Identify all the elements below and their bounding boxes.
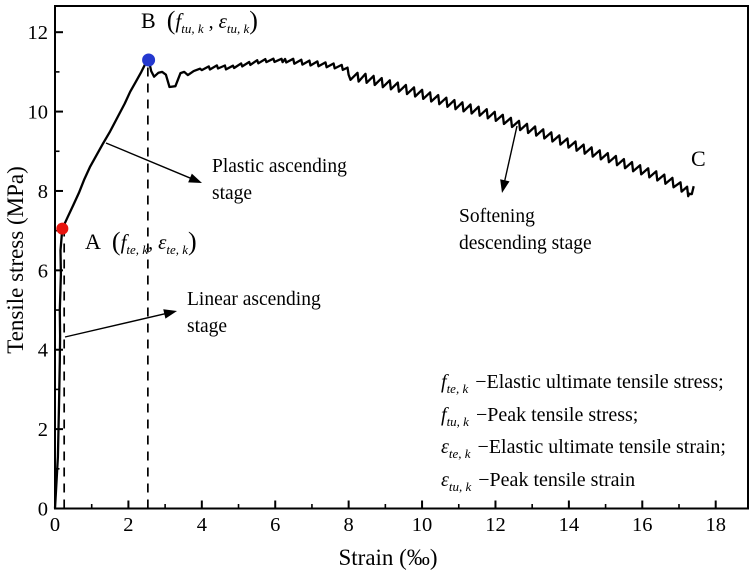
linear-arrow-line: [64, 311, 172, 338]
stress-strain-curve: [53, 57, 695, 509]
paren-close: ): [249, 6, 258, 35]
x-tick-label: 6: [270, 514, 280, 536]
annotation-linear-line1: Linear ascending: [187, 289, 321, 310]
y-tick-label: 0: [38, 499, 48, 521]
legend-ftu-desc: −Peak tensile stress;: [475, 403, 639, 426]
legend-epste-subscript: te, k: [448, 446, 471, 461]
legend-item-epstu: εtu, k −Peak tensile strain: [441, 469, 726, 502]
point-b-label: B (ftu, k , εtu, k): [141, 5, 258, 37]
separator: ,: [203, 11, 219, 33]
y-tick-label: 10: [28, 102, 49, 124]
plastic-arrowhead-icon: [188, 173, 202, 183]
epstu-symbol: ε: [218, 9, 227, 33]
legend-item-fte: fte, k −Elastic ultimate tensile stress;: [441, 371, 726, 404]
x-tick-label: 16: [632, 514, 653, 536]
x-tick-label: 14: [559, 514, 580, 536]
plot-frame: [54, 5, 749, 510]
fte-symbol: f: [120, 230, 127, 254]
separator: ,: [148, 232, 159, 254]
x-tick-label: 10: [412, 514, 433, 536]
epste-symbol: ε: [158, 230, 167, 254]
point-a-letter: A: [85, 229, 101, 254]
x-tick-label: 18: [705, 514, 726, 536]
annotation-plastic-stage: Plastic ascending stage: [212, 153, 347, 207]
legend-epstu-symbol: ε: [441, 468, 449, 491]
y-tick-label: 2: [38, 419, 48, 441]
y-axis-title: Tensile stress (MPa): [3, 166, 28, 354]
legend-fte-subscript: te, k: [446, 381, 469, 396]
linear-arrowhead-icon: [163, 309, 177, 319]
y-tick-label: 4: [38, 340, 48, 362]
softening-arrow-line: [502, 125, 518, 188]
ftu-symbol: f: [175, 9, 182, 33]
paren-open: (: [166, 6, 176, 35]
legend-fte-desc: −Elastic ultimate tensile stress;: [475, 371, 724, 393]
y-tick-label: 12: [28, 22, 49, 44]
annotation-plastic-line1: Plastic ascending: [212, 156, 347, 177]
annotation-softening-line1: Softening: [459, 206, 535, 227]
legend-ftu-symbol: f: [441, 403, 447, 426]
fte-subscript: te, k: [126, 242, 149, 257]
y-tick-label: 8: [38, 181, 48, 203]
symbol-legend: fte, k −Elastic ultimate tensile stress; …: [441, 371, 726, 501]
point-b-letter: B: [141, 8, 156, 33]
x-tick-label: 4: [197, 514, 207, 536]
legend-item-ftu: ftu, k −Peak tensile stress;: [441, 404, 726, 437]
point-a-label: A (fte, k, εte, k): [85, 226, 197, 258]
ftu-subscript: tu, k: [181, 21, 204, 36]
legend-fte-symbol: f: [441, 371, 447, 393]
paren-close: ): [188, 227, 197, 256]
epste-subscript: te, k: [166, 242, 188, 257]
legend-epstu-desc: −Peak tensile strain: [478, 468, 636, 491]
annotation-plastic-line2: stage: [212, 183, 253, 204]
legend-epste-symbol: ε: [441, 436, 449, 458]
point-b-marker: [142, 53, 156, 67]
y-tick-label: 6: [38, 260, 48, 282]
plastic-arrow-line: [105, 142, 197, 182]
legend-ftu-subscript: tu, k: [446, 413, 469, 429]
annotation-linear-line2: stage: [187, 316, 228, 337]
x-tick-label: 12: [485, 514, 506, 536]
annotation-linear-stage: Linear ascending stage: [187, 286, 321, 340]
x-tick-label: 2: [123, 514, 133, 536]
paren-open: (: [111, 227, 121, 256]
point-c-label: C: [691, 146, 706, 171]
annotation-softening-stage: Softening descending stage: [459, 203, 592, 257]
epstu-subscript: tu, k: [226, 21, 250, 36]
annotation-softening-line2: descending stage: [459, 233, 592, 254]
softening-arrowhead-icon: [500, 179, 510, 193]
x-axis-title: Strain (‰): [338, 545, 438, 570]
x-tick-label: 0: [50, 514, 60, 536]
x-tick-label: 8: [344, 514, 354, 536]
legend-epstu-subscript: tu, k: [448, 478, 472, 494]
legend-epste-desc: −Elastic ultimate tensile strain;: [477, 436, 726, 458]
point-a-marker: [56, 222, 69, 235]
legend-item-epste: εte, k −Elastic ultimate tensile strain;: [441, 436, 726, 469]
